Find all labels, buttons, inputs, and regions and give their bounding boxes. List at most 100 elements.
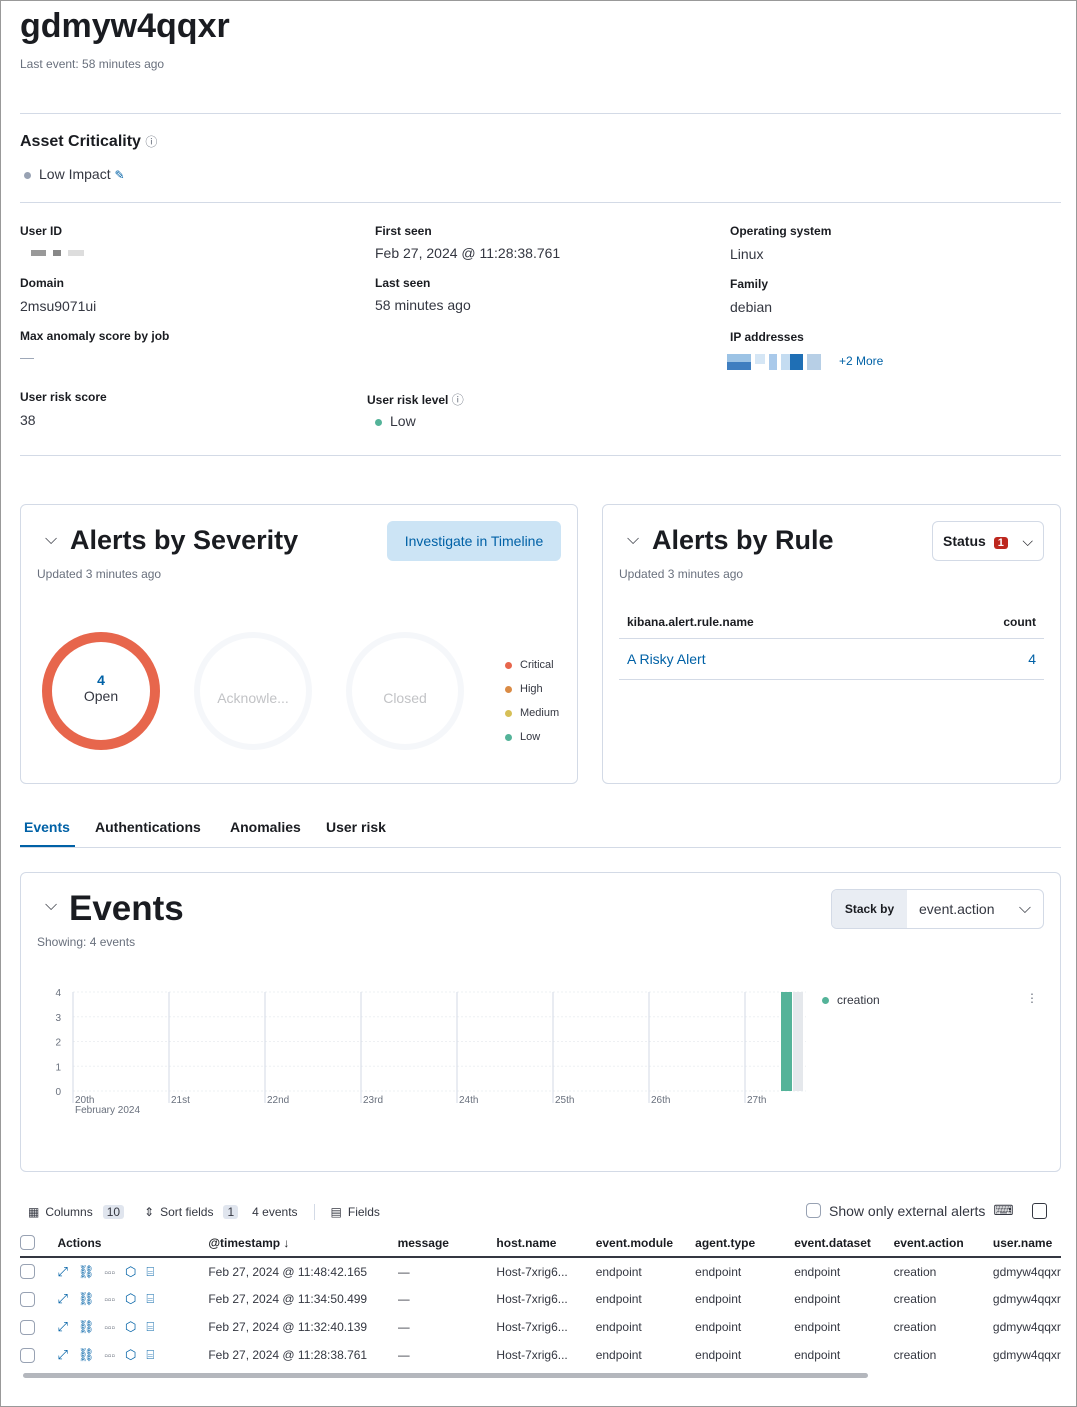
table-cell[interactable]: Host-7xrig6...: [496, 1320, 568, 1334]
fields-icon: ▤: [330, 1205, 342, 1219]
session-view-icon[interactable]: ⬡: [125, 1291, 137, 1306]
analyze-graph-icon[interactable]: ⛓: [77, 1263, 95, 1279]
row-checkbox[interactable]: [20, 1291, 35, 1307]
panel-title: Alerts by Rule: [652, 525, 834, 555]
row-checkbox[interactable]: [20, 1264, 35, 1280]
column-header[interactable]: event.action: [893, 1229, 993, 1258]
more-actions-icon[interactable]: ▫▫▫: [104, 1323, 115, 1334]
table-cell: endpoint: [794, 1320, 841, 1334]
table-cell: —: [397, 1292, 410, 1306]
expand-icon[interactable]: ⤢: [57, 1263, 68, 1279]
column-header[interactable]: user.name: [992, 1229, 1061, 1258]
column-header[interactable]: message: [397, 1229, 497, 1258]
asset-criticality-value: Low Impact ✎: [24, 166, 125, 182]
pencil-icon[interactable]: ✎: [114, 168, 125, 182]
columns-icon: ▦: [28, 1205, 40, 1219]
column-header[interactable]: agent.type: [695, 1229, 795, 1258]
row-checkbox[interactable]: [20, 1319, 35, 1335]
closed-donut[interactable]: Closed: [346, 632, 464, 750]
expand-icon[interactable]: ⤢: [57, 1347, 68, 1362]
table-cell[interactable]: Host-7xrig6...: [496, 1264, 568, 1279]
more-actions-icon[interactable]: ▫▫▫: [104, 1351, 115, 1362]
legend-item-low[interactable]: Low: [505, 725, 559, 749]
table-cell[interactable]: Host-7xrig6...: [496, 1348, 568, 1362]
sort-fields-button[interactable]: Sort fields: [160, 1205, 214, 1219]
status-filter-button[interactable]: Status 1 ⌵: [932, 521, 1044, 561]
horizontal-scrollbar[interactable]: [23, 1373, 868, 1378]
analyze-graph-icon[interactable]: ⛓: [77, 1319, 95, 1334]
table-cell: endpoint: [794, 1264, 841, 1279]
table-cell[interactable]: gdmyw4qqxr: [992, 1292, 1061, 1306]
legend-label[interactable]: creation: [837, 993, 880, 1007]
columns-button[interactable]: Columns: [45, 1205, 93, 1219]
table-cell: Feb 27, 2024 @ 11:28:38.761: [208, 1348, 368, 1362]
table-cell: Feb 27, 2024 @ 11:48:42.165: [208, 1264, 368, 1279]
open-donut[interactable]: 4 Open: [42, 632, 160, 750]
table-row: ⤢ ⛓ ▫▫▫ ⬡ ⌸ Feb 27, 2024 @ 11:34:50.499 — Host-…: [20, 1285, 1061, 1313]
y-tick-label: 3: [55, 1013, 61, 1024]
table-cell[interactable]: gdmyw4qqxr: [992, 1320, 1061, 1334]
session-view-icon[interactable]: ⬡: [125, 1263, 137, 1279]
collapse-chevron-icon[interactable]: ⌵: [627, 531, 640, 548]
info-icon[interactable]: ⓘ: [451, 393, 464, 407]
analyze-graph-icon[interactable]: ⛓: [77, 1347, 95, 1362]
table-cell: endpoint: [695, 1348, 742, 1362]
rule-count[interactable]: 4: [1028, 651, 1036, 667]
terminal-icon[interactable]: ⌸: [146, 1347, 155, 1362]
fields-button[interactable]: Fields: [347, 1205, 380, 1219]
column-header[interactable]: event.dataset: [794, 1229, 894, 1258]
collapse-chevron-icon[interactable]: ⌵: [45, 531, 58, 548]
terminal-icon[interactable]: ⌸: [146, 1319, 155, 1334]
external-alerts-toggle[interactable]: Show only external alerts ⌨: [806, 1202, 1047, 1219]
x-tick-label: 26th: [651, 1095, 670, 1106]
expand-icon[interactable]: ⤢: [57, 1319, 68, 1334]
column-header[interactable]: Actions: [57, 1229, 209, 1258]
collapse-chevron-icon[interactable]: ⌵: [45, 897, 58, 914]
column-header[interactable]: host.name: [496, 1229, 596, 1258]
acknowledged-donut[interactable]: Acknowle...: [194, 632, 312, 750]
last-seen-label: Last seen: [375, 276, 431, 290]
terminal-icon[interactable]: ⌸: [146, 1263, 155, 1279]
legend-dot: [505, 733, 512, 741]
external-alerts-checkbox[interactable]: [806, 1203, 821, 1218]
more-actions-icon[interactable]: ▫▫▫: [104, 1295, 115, 1306]
column-header-rule-name[interactable]: kibana.alert.rule.name: [627, 615, 754, 629]
ip-redacted: [727, 354, 821, 370]
fullscreen-icon[interactable]: [1031, 1202, 1047, 1219]
stack-by-select[interactable]: Stack by event.action ⌵: [831, 889, 1044, 929]
keyboard-icon[interactable]: ⌨: [993, 1202, 1014, 1218]
x-tick-label: 24th: [459, 1095, 478, 1106]
select-all-checkbox[interactable]: [20, 1235, 35, 1251]
tab-authentications[interactable]: Authentications: [95, 819, 201, 835]
session-view-icon[interactable]: ⬡: [125, 1347, 137, 1362]
more-actions-icon[interactable]: ▫▫▫: [104, 1267, 115, 1279]
tab-user-risk[interactable]: User risk: [326, 819, 386, 835]
column-header[interactable]: event.module: [595, 1229, 696, 1258]
legend-label: Critical: [520, 659, 554, 671]
terminal-icon[interactable]: ⌸: [146, 1291, 155, 1306]
more-options-icon[interactable]: ⋮: [1026, 991, 1038, 1005]
rule-name-link[interactable]: A Risky Alert: [627, 651, 706, 667]
session-view-icon[interactable]: ⬡: [125, 1319, 137, 1334]
analyze-graph-icon[interactable]: ⛓: [77, 1291, 95, 1306]
legend-item-high[interactable]: High: [505, 677, 559, 701]
column-header-count[interactable]: count: [1003, 615, 1036, 629]
open-label: Open: [83, 688, 119, 704]
ip-label: IP addresses: [730, 330, 804, 344]
expand-icon[interactable]: ⤢: [57, 1291, 68, 1306]
legend-item-critical[interactable]: Critical: [505, 653, 559, 677]
legend-item-medium[interactable]: Medium: [505, 701, 559, 725]
alerts-by-severity-panel: ⌵ Alerts by Severity Updated 3 minutes a…: [20, 504, 578, 784]
info-icon[interactable]: ⓘ: [145, 135, 158, 149]
tab-events[interactable]: Events: [24, 819, 70, 835]
table-cell[interactable]: Host-7xrig6...: [496, 1292, 568, 1306]
tab-anomalies[interactable]: Anomalies: [230, 819, 301, 835]
table-cell[interactable]: gdmyw4qqxr: [992, 1264, 1061, 1279]
table-cell[interactable]: gdmyw4qqxr: [992, 1348, 1061, 1362]
row-checkbox[interactable]: [20, 1347, 35, 1363]
divider: [20, 113, 1061, 114]
column-header[interactable]: @timestamp ↓: [208, 1229, 398, 1258]
investigate-in-timeline-button[interactable]: Investigate in Timeline: [387, 521, 561, 561]
risk-level-label: User risk level ⓘ: [367, 391, 464, 408]
ip-more-link[interactable]: +2 More: [839, 354, 884, 368]
